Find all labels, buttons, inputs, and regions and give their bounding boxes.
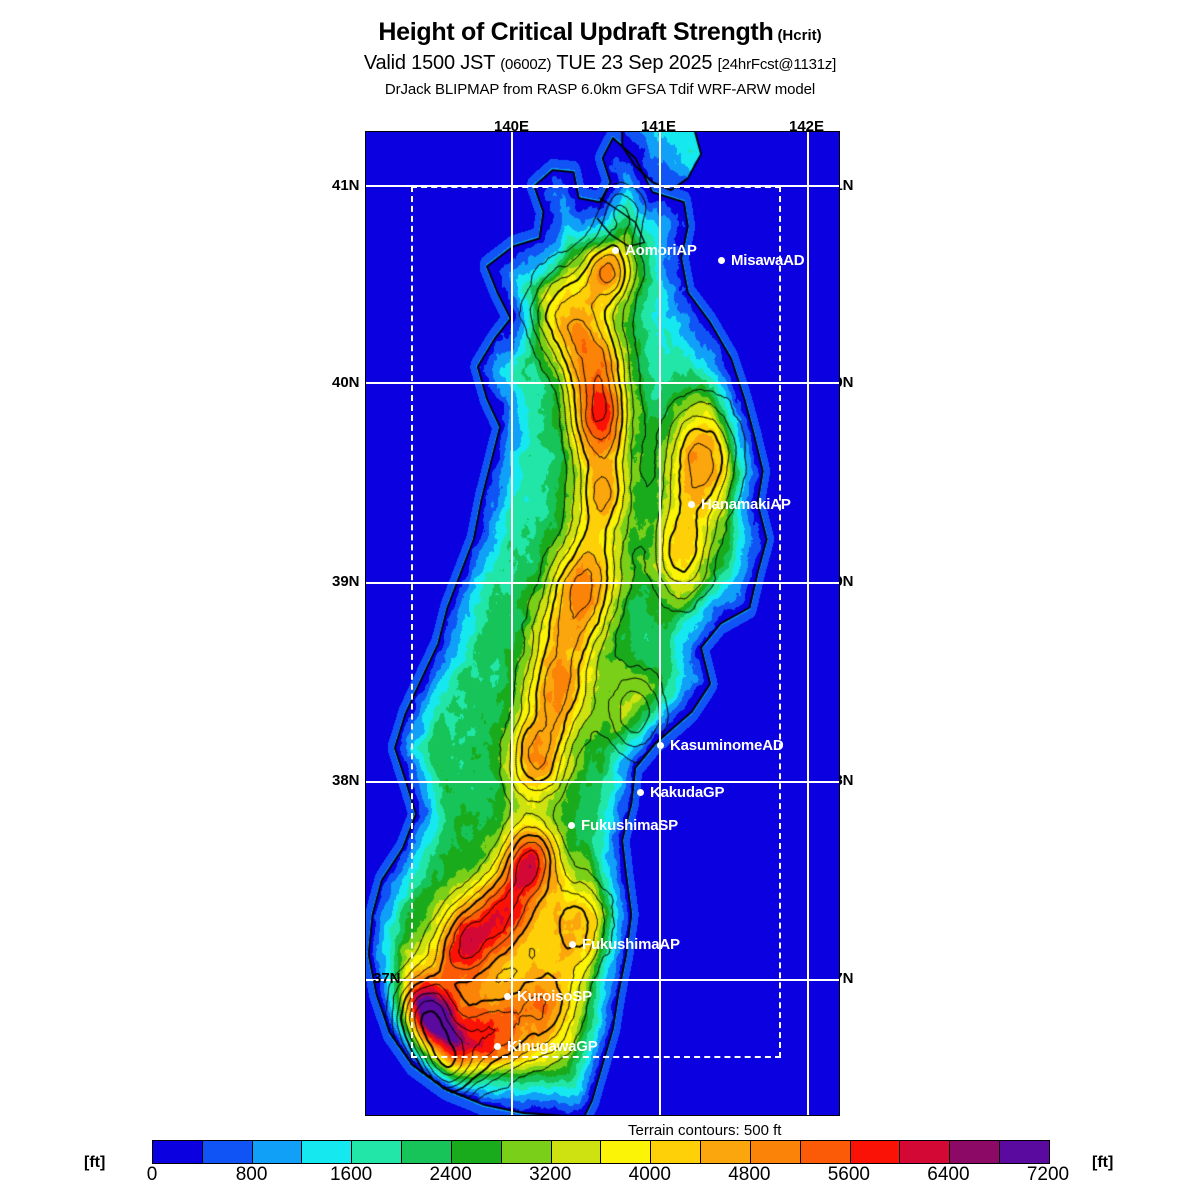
colorbar-tick-4000: 4000 bbox=[628, 1164, 671, 1185]
station-label: KakudaGP bbox=[650, 784, 725, 801]
valid-time-line: Valid 1500 JST (0600Z) TUE 23 Sep 2025 [… bbox=[0, 52, 1200, 75]
station-kuroisosp[interactable]: KuroisoSP bbox=[504, 988, 592, 1005]
colorbar-tick-3200: 3200 bbox=[529, 1164, 572, 1185]
lat-label-left-38N: 38N bbox=[332, 772, 360, 789]
model-source-line: DrJack BLIPMAP from RASP 6.0km GFSA Tdif… bbox=[384, 81, 816, 98]
station-dot-icon bbox=[569, 941, 576, 948]
colorbar-unit-left: [ft] bbox=[84, 1154, 106, 1171]
graticule-lon-142E bbox=[807, 132, 809, 1115]
colorbar-swatch-3600 bbox=[601, 1141, 652, 1163]
colorbar-tick-0: 0 bbox=[146, 1164, 158, 1185]
colorbar-swatch-2800 bbox=[501, 1141, 552, 1163]
graticule-lat-38N bbox=[366, 781, 839, 783]
map-raster-layer bbox=[366, 132, 839, 1115]
station-label: KinugawaGP bbox=[507, 1038, 598, 1055]
station-label: HanamakiAP bbox=[701, 496, 791, 513]
colorbar-swatch-3200 bbox=[551, 1141, 602, 1163]
station-dot-icon bbox=[688, 501, 695, 508]
colorbar-swatch-6000 bbox=[900, 1141, 951, 1163]
colorbar-swatch-1200 bbox=[302, 1141, 353, 1163]
lon-label-top-141E: 141E bbox=[641, 118, 677, 135]
colorbar-tick-1600: 1600 bbox=[329, 1164, 373, 1185]
colorbar-swatch-400 bbox=[202, 1141, 253, 1163]
station-label: FukushimaSP bbox=[581, 817, 678, 834]
graticule-lon-141E bbox=[659, 132, 661, 1115]
lat-label-left-39N: 39N bbox=[332, 573, 360, 590]
colorbar-tick-4800: 4800 bbox=[728, 1164, 771, 1185]
station-hanamakiap[interactable]: HanamakiAP bbox=[688, 496, 791, 513]
colorbar-gradient[interactable] bbox=[152, 1140, 1050, 1164]
station-label: KuroisoSP bbox=[517, 988, 592, 1005]
colorbar-tick-2400: 2400 bbox=[429, 1164, 472, 1185]
colorbar-swatch-4400 bbox=[701, 1141, 751, 1163]
colorbar-swatch-0 bbox=[153, 1141, 203, 1163]
colorbar-tick-5600: 5600 bbox=[827, 1164, 871, 1185]
graticule-lon-140E bbox=[511, 132, 513, 1115]
station-dot-icon bbox=[718, 257, 725, 264]
colorbar-tick-6400: 6400 bbox=[927, 1164, 970, 1185]
station-label: KasuminomeAD bbox=[670, 737, 784, 754]
graticule-lat-40N bbox=[366, 382, 839, 384]
station-kasuminomead[interactable]: KasuminomeAD bbox=[657, 737, 784, 754]
lat-label-left-37N: 37N bbox=[373, 970, 401, 987]
station-kakudagp[interactable]: KakudaGP bbox=[637, 784, 724, 801]
lat-label-left-40N: 40N bbox=[332, 374, 360, 391]
station-fukushimasp[interactable]: FukushimaSP bbox=[568, 817, 678, 834]
graticule-lat-39N bbox=[366, 582, 839, 584]
station-dot-icon bbox=[494, 1043, 501, 1050]
station-misawaad[interactable]: MisawaAD bbox=[718, 252, 805, 269]
lon-label-top-142E: 142E bbox=[789, 118, 825, 135]
model-domain-boundary bbox=[411, 186, 781, 1058]
station-kinugawagp[interactable]: KinugawaGP bbox=[494, 1038, 598, 1055]
colorbar-tick-labels: 0 800 1600 2400 3200 4000 4800 5600 6400 7200 bbox=[147, 1164, 1069, 1190]
colorbar-swatch-4000 bbox=[651, 1141, 702, 1163]
station-label: FukushimaAP bbox=[582, 936, 680, 953]
station-dot-icon bbox=[568, 822, 575, 829]
colorbar-swatch-1600 bbox=[352, 1141, 403, 1163]
colorbar-swatch-6800 bbox=[1000, 1141, 1049, 1163]
station-dot-icon bbox=[657, 742, 664, 749]
station-label: MisawaAD bbox=[731, 252, 805, 269]
valid-date: TUE 23 Sep 2025 bbox=[556, 52, 713, 74]
colorbar-swatch-4800 bbox=[750, 1141, 801, 1163]
valid-time-local: Valid 1500 JST bbox=[363, 52, 495, 74]
colorbar-swatch-5200 bbox=[800, 1141, 851, 1163]
colorbar-swatch-800 bbox=[252, 1141, 303, 1163]
colorbar-legend: [ft] [ft] 0 800 1600 2400 3200 4000 4800 5600 64… bbox=[0, 1136, 1200, 1196]
station-fukushimaap[interactable]: FukushimaAP bbox=[569, 936, 680, 953]
lat-label-left-41N: 41N bbox=[332, 177, 360, 194]
valid-time-utc: (0600Z) bbox=[500, 56, 552, 73]
station-dot-icon bbox=[637, 789, 644, 796]
colorbar-swatch-2400 bbox=[451, 1141, 502, 1163]
station-dot-icon bbox=[612, 247, 619, 254]
colorbar-swatch-2000 bbox=[402, 1141, 452, 1163]
station-dot-icon bbox=[504, 993, 511, 1000]
colorbar-swatch-6400 bbox=[950, 1141, 1001, 1163]
terrain-contour-note: Terrain contours: 500 ft bbox=[628, 1122, 782, 1139]
forecast-map[interactable]: AomoriAP MisawaAD HanamakiAP KasuminomeA… bbox=[365, 131, 840, 1116]
colorbar-tick-7200: 7200 bbox=[1026, 1164, 1070, 1185]
colorbar-tick-800: 800 bbox=[235, 1164, 268, 1185]
colorbar-swatch-5600 bbox=[850, 1141, 901, 1163]
lon-label-top-140E: 140E bbox=[494, 118, 530, 135]
title-block: Height of Critical Updraft Strength (Hcri… bbox=[0, 18, 1200, 98]
station-label: AomoriAP bbox=[625, 242, 697, 259]
forecast-tag: [24hrFcst@1131z] bbox=[717, 56, 837, 73]
title-main-text: Height of Critical Updraft Strength bbox=[378, 18, 774, 46]
station-aomoriap[interactable]: AomoriAP bbox=[612, 242, 697, 259]
title-parameter-abbrev: (Hcrit) bbox=[777, 27, 822, 44]
graticule-lat-37N bbox=[366, 979, 839, 981]
page-title: Height of Critical Updraft Strength (Hcri… bbox=[0, 18, 1200, 47]
colorbar-unit-right: [ft] bbox=[1092, 1154, 1114, 1171]
